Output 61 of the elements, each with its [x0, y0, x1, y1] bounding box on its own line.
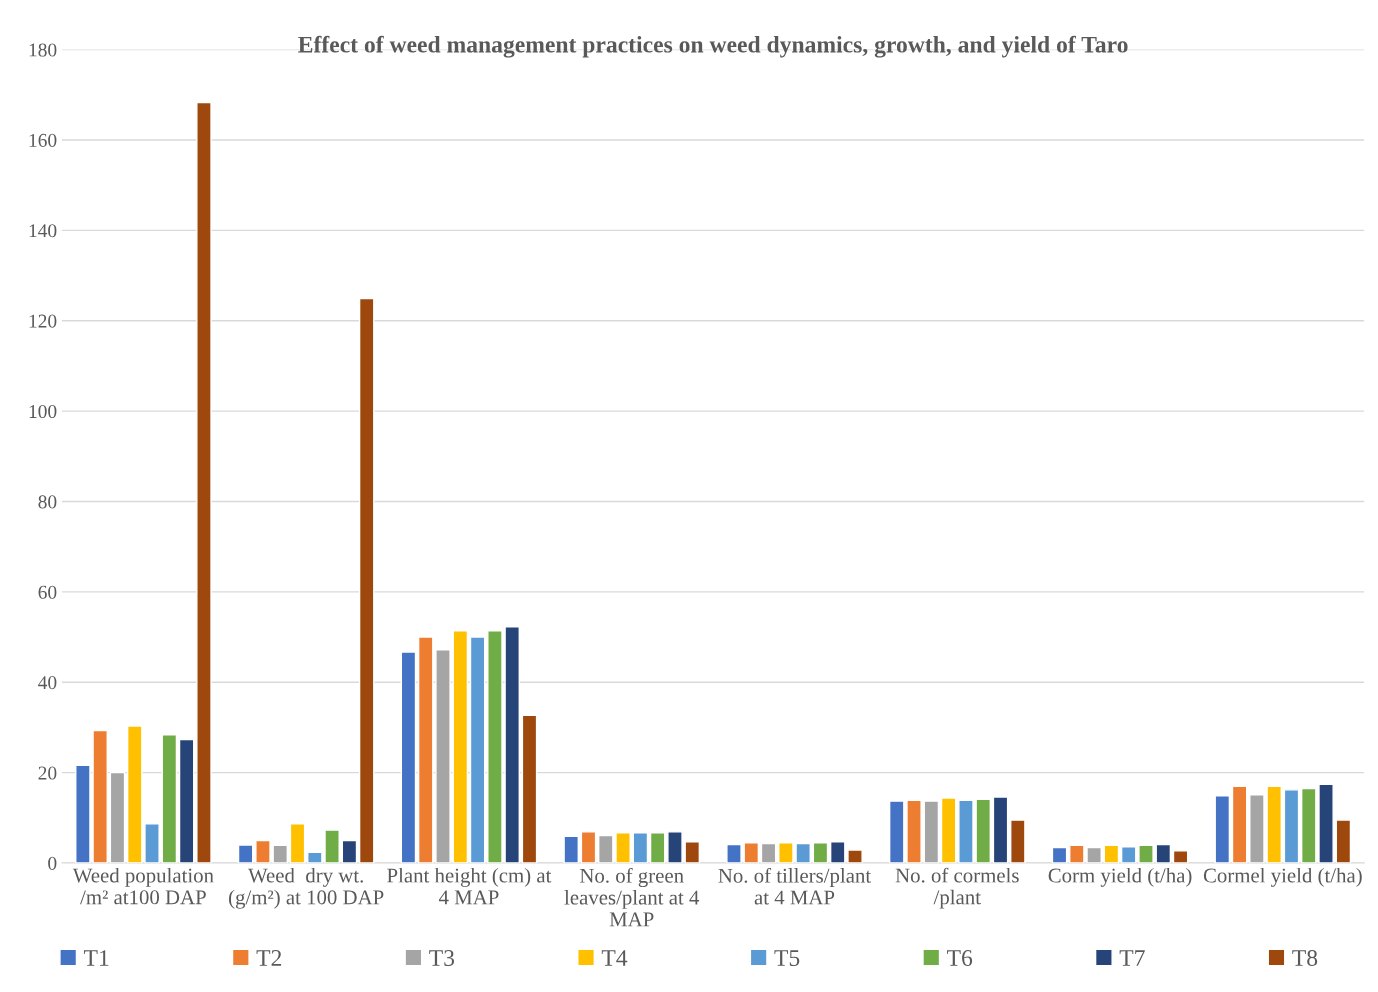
bar [649, 832, 666, 864]
bar [1283, 789, 1300, 864]
y-tick-label: 80 [38, 495, 57, 509]
bar [923, 800, 940, 864]
bar [178, 738, 195, 864]
bar [992, 796, 1009, 864]
bar [760, 842, 777, 864]
y-tick-label: 20 [38, 766, 57, 780]
bar [812, 842, 829, 864]
bar [435, 649, 451, 864]
x-tick-label: No. of cormels /plant [895, 867, 1019, 909]
bar [940, 797, 957, 864]
y-tick-label: 160 [29, 133, 57, 147]
bar [289, 823, 306, 864]
bar [580, 831, 597, 864]
bar [196, 101, 212, 864]
bar [452, 630, 469, 864]
legend-label: T1 [83, 950, 109, 966]
x-tick-label: Weed population /m² at100 DAP [72, 867, 214, 905]
legend-label: T2 [256, 950, 282, 966]
x-tick-label: Plant height (cm) at 4 MAP [387, 867, 552, 905]
bar [358, 297, 375, 864]
chart-title: Effect of weed management practices on weed dynamics, growth, and yield of Taro [298, 35, 1128, 58]
legend-label: T5 [774, 950, 800, 966]
bar [400, 651, 417, 864]
x-tick-label: No. of tillers/plant at 4 MAP [718, 867, 872, 905]
legend-label: T8 [1292, 950, 1318, 966]
y-tick-label: 100 [29, 404, 57, 419]
bar [1172, 850, 1189, 864]
x-tick-label: Cormel yield (t/ha) [1203, 867, 1362, 887]
y-tick-label: 180 [29, 43, 57, 57]
bar [341, 839, 358, 864]
x-tick-label: No. of green leaves/plant at 4 MAP [564, 867, 700, 927]
bar [1051, 846, 1068, 864]
bar [1231, 785, 1248, 864]
legend-label: T4 [601, 950, 628, 966]
bar [161, 734, 178, 864]
bar [1335, 819, 1352, 864]
bar [469, 636, 486, 864]
bar [1155, 843, 1172, 864]
bar [632, 832, 649, 864]
x-tick-label: Corm yield (t/ha) [1048, 867, 1192, 887]
bar [417, 636, 434, 864]
x-tick-label: Weed dry wt. (g/m²) at 100 DAP [229, 867, 384, 909]
y-tick-label: 60 [38, 585, 57, 599]
y-tick-label: 140 [29, 224, 57, 238]
legend-label: T6 [947, 950, 973, 966]
bar [1103, 844, 1120, 864]
y-tick-label: 40 [38, 676, 57, 690]
bar [1138, 844, 1154, 864]
bar [237, 844, 254, 864]
bar [1010, 819, 1026, 864]
bar [1214, 795, 1231, 864]
bar [563, 835, 579, 864]
bar [1120, 846, 1137, 864]
y-tick-label: 0 [48, 856, 57, 870]
legend-label: T7 [1119, 950, 1145, 966]
bar [521, 714, 538, 864]
bar [109, 771, 126, 864]
legend-label: T3 [429, 950, 455, 966]
y-tick-label: 120 [29, 314, 57, 328]
